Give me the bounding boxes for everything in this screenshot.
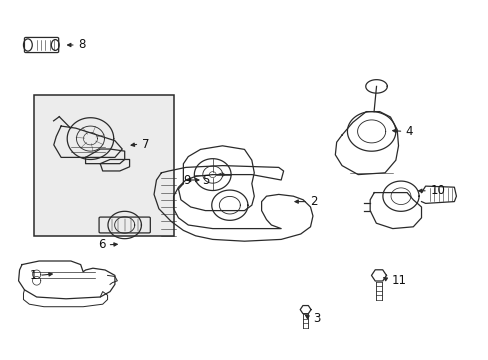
Bar <box>34 95 173 236</box>
Text: 11: 11 <box>390 274 406 287</box>
Text: 7: 7 <box>142 138 149 150</box>
Text: 3: 3 <box>312 312 320 325</box>
Text: 9: 9 <box>183 174 190 186</box>
Text: 2: 2 <box>310 195 317 208</box>
Text: 10: 10 <box>429 184 444 197</box>
Text: 8: 8 <box>78 39 85 51</box>
Text: 5: 5 <box>202 174 209 186</box>
Text: 4: 4 <box>405 125 412 138</box>
Text: 1: 1 <box>29 269 37 282</box>
Text: 6: 6 <box>98 238 105 251</box>
